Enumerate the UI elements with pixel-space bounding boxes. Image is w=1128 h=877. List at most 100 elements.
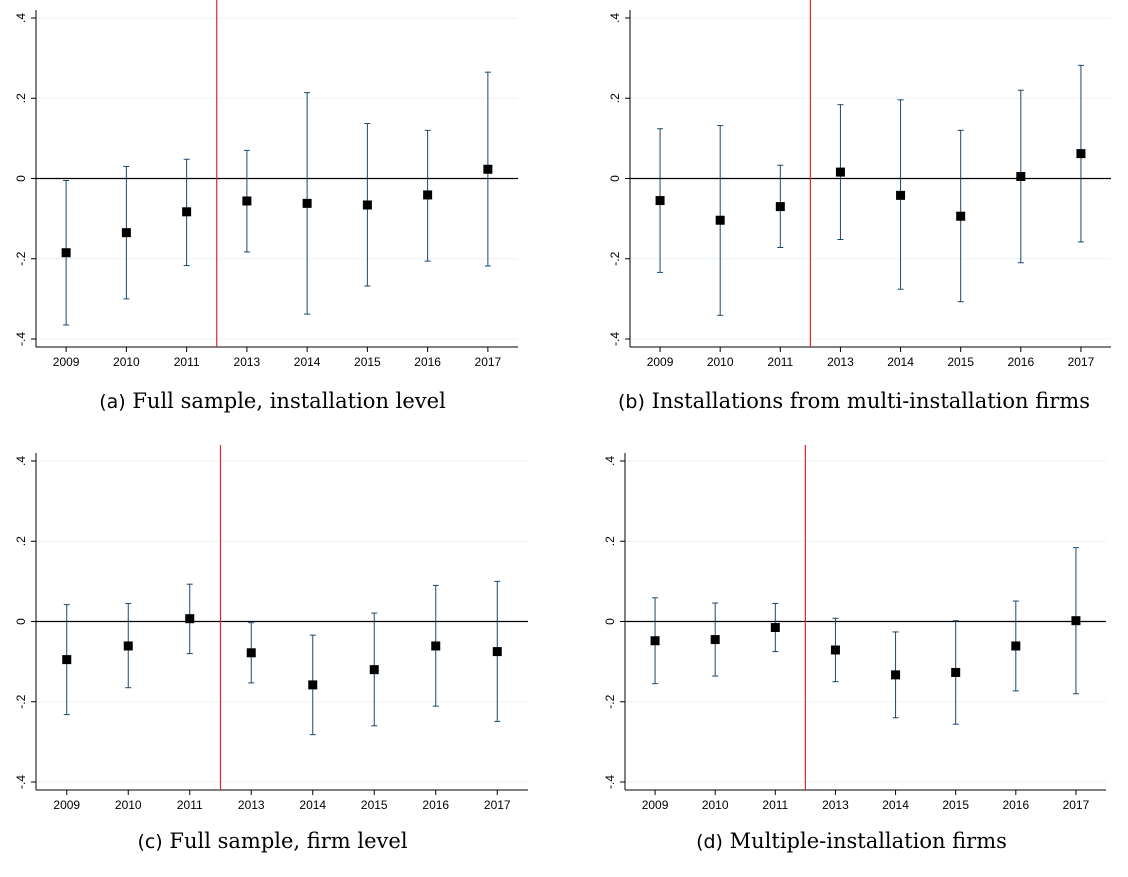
- point-marker-2016: [1016, 171, 1026, 181]
- y-tick-label: .2: [14, 93, 28, 103]
- y-tick-label: -.4: [608, 332, 622, 346]
- chart-d: -.4 -.2 0 .2 .4 2009 2010 2011 2013 2014 2015 2016 2…: [603, 445, 1106, 812]
- panel-b: -.4 -.2 0 .2 .4 2009 2010 2011 2013 2014 2015 2016 2…: [580, 0, 1128, 440]
- point-marker-2015: [362, 200, 372, 210]
- point-marker-2014: [308, 680, 318, 690]
- x-tick-label: 2011: [174, 355, 200, 369]
- point-marker-2010: [715, 215, 725, 225]
- caption-a: (a) Full sample, installation level: [0, 389, 545, 413]
- y-tick-label: .4: [14, 13, 28, 23]
- x-tick-label: 2010: [115, 798, 142, 812]
- y-tick-label: -.2: [14, 251, 28, 265]
- point-marker-2013: [242, 196, 252, 206]
- y-tick-label: 0: [14, 175, 28, 182]
- x-tick-label: 2016: [422, 798, 449, 812]
- y-tick-label: .4: [603, 456, 617, 466]
- x-tick-label: 2017: [1063, 798, 1090, 812]
- x-tick-label: 2013: [822, 798, 849, 812]
- point-marker-2009: [650, 636, 660, 646]
- point-marker-2015: [369, 665, 379, 675]
- point-marker-2011: [770, 623, 780, 633]
- x-tick-label: 2011: [762, 798, 788, 812]
- x-tick-label: 2014: [294, 355, 321, 369]
- panel-d: -.4 -.2 0 .2 .4 2009 2010 2011 2013 2014 2015 2016 2…: [575, 445, 1128, 877]
- y-tick-label: .4: [608, 13, 622, 23]
- y-tick-label: .2: [14, 536, 28, 546]
- y-tick-label: .2: [603, 536, 617, 546]
- point-marker-2015: [951, 667, 961, 677]
- point-marker-2016: [431, 641, 441, 651]
- x-tick-label: 2016: [1002, 798, 1029, 812]
- x-tick-label: 2009: [642, 798, 669, 812]
- x-tick-label: 2015: [354, 355, 381, 369]
- x-tick-label: 2009: [53, 355, 80, 369]
- panel-c: -.4 -.2 0 .2 .4 2009 2010 2011 2013 2014 2015 2016 2…: [0, 445, 545, 877]
- point-marker-2013: [830, 645, 840, 655]
- point-marker-2016: [423, 190, 433, 200]
- point-marker-2013: [246, 648, 256, 658]
- caption-c-text: Full sample, firm level: [169, 829, 408, 853]
- x-tick-label: 2014: [882, 798, 909, 812]
- x-tick-label: 2009: [647, 355, 674, 369]
- point-marker-2011: [775, 202, 785, 212]
- y-tick-label: -.2: [608, 251, 622, 265]
- point-marker-2014: [891, 670, 901, 680]
- caption-b-text: Installations from multi-installation fi…: [651, 389, 1090, 413]
- chart-b: -.4 -.2 0 .2 .4 2009 2010 2011 2013 2014 2015 2016 2…: [608, 0, 1111, 369]
- panel-a: -.4 -.2 0 .2 .4 2009 2010 2011 2013 2014 2015 2016 2…: [0, 0, 545, 440]
- x-tick-label: 2013: [238, 798, 265, 812]
- x-tick-label: 2011: [767, 355, 793, 369]
- x-tick-label: 2017: [484, 798, 511, 812]
- x-tick-label: 2017: [1068, 355, 1095, 369]
- y-tick-label: .2: [608, 93, 622, 103]
- point-marker-2017: [483, 164, 493, 174]
- x-tick-label: 2015: [942, 798, 969, 812]
- point-marker-2009: [62, 655, 72, 665]
- point-marker-2010: [121, 228, 131, 238]
- point-marker-2011: [185, 614, 195, 624]
- x-tick-label: 2013: [234, 355, 261, 369]
- x-tick-label: 2015: [947, 355, 974, 369]
- x-tick-label: 2016: [414, 355, 441, 369]
- point-marker-2016: [1011, 641, 1021, 651]
- x-tick-label: 2015: [361, 798, 388, 812]
- y-tick-label: -.2: [14, 694, 28, 708]
- x-tick-label: 2011: [177, 798, 203, 812]
- x-tick-label: 2014: [299, 798, 326, 812]
- x-tick-label: 2017: [475, 355, 502, 369]
- caption-c-letter: (c): [137, 831, 163, 853]
- point-marker-2010: [123, 641, 133, 651]
- point-marker-2010: [710, 635, 720, 645]
- y-tick-label: .4: [14, 456, 28, 466]
- point-marker-2017: [1071, 616, 1081, 626]
- y-tick-label: -.4: [14, 775, 28, 789]
- y-tick-label: -.4: [14, 332, 28, 346]
- chart-a: -.4 -.2 0 .2 .4 2009 2010 2011 2013 2014 2015 2016 2…: [14, 0, 518, 369]
- x-tick-label: 2010: [702, 798, 729, 812]
- point-marker-2014: [896, 190, 906, 200]
- x-tick-label: 2009: [53, 798, 80, 812]
- point-marker-2017: [1076, 149, 1086, 159]
- caption-c: (c) Full sample, firm level: [0, 829, 545, 853]
- caption-a-letter: (a): [99, 391, 126, 413]
- caption-b-letter: (b): [618, 391, 645, 413]
- y-tick-label: 0: [603, 618, 617, 625]
- caption-b: (b) Installations from multi-installatio…: [580, 389, 1128, 413]
- y-tick-label: -.2: [603, 694, 617, 708]
- y-tick-label: -.4: [603, 775, 617, 789]
- chart-c: -.4 -.2 0 .2 .4 2009 2010 2011 2013 2014 2015 2016 2…: [14, 445, 528, 812]
- caption-a-text: Full sample, installation level: [132, 389, 446, 413]
- x-tick-label: 2016: [1007, 355, 1034, 369]
- caption-d-text: Multiple-installation firms: [729, 829, 1007, 853]
- caption-d-letter: (d): [696, 831, 723, 853]
- caption-d: (d) Multiple-installation firms: [575, 829, 1128, 853]
- point-marker-2011: [182, 207, 192, 217]
- point-marker-2013: [835, 167, 845, 177]
- x-tick-label: 2010: [707, 355, 734, 369]
- point-marker-2015: [956, 211, 966, 221]
- y-tick-label: 0: [608, 175, 622, 182]
- x-tick-label: 2013: [827, 355, 854, 369]
- point-marker-2014: [302, 198, 312, 208]
- x-tick-label: 2014: [887, 355, 914, 369]
- y-tick-label: 0: [14, 618, 28, 625]
